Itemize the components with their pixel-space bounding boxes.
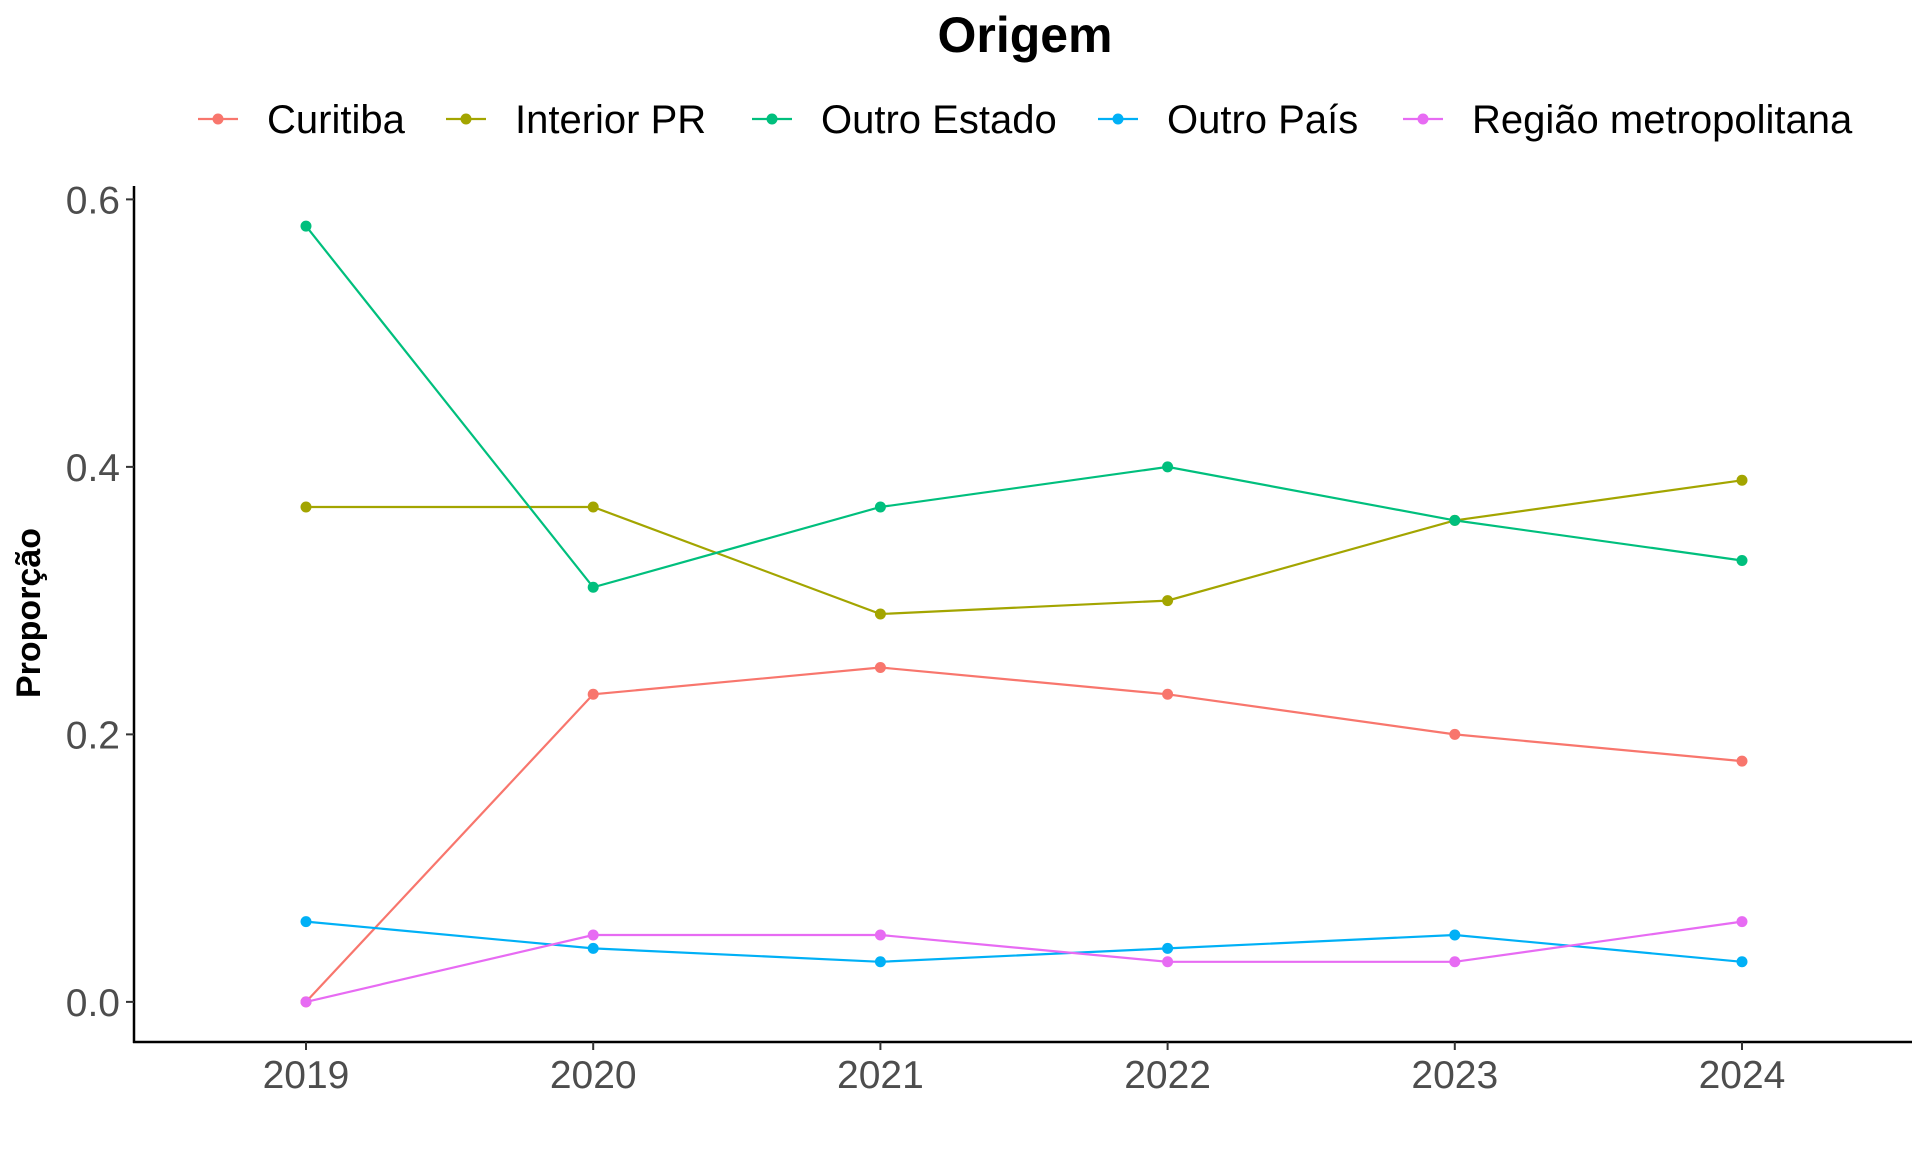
data-point-outro-estado xyxy=(1162,461,1174,473)
data-point-outro-estado xyxy=(874,501,886,513)
y-axis-title: Proporção xyxy=(10,528,48,698)
y-tick-label: 0.4 xyxy=(66,447,120,490)
data-point-outro-pais xyxy=(874,956,886,968)
x-ticks: 2019 2020 2021 2022 2023 2024 xyxy=(263,1042,1786,1097)
legend-label-regiao-metropolitana: Região metropolitana xyxy=(1472,98,1853,142)
legend-label-interior-pr: Interior PR xyxy=(515,98,706,142)
x-tick-label: 2021 xyxy=(837,1054,924,1097)
data-point-curitiba xyxy=(587,688,599,700)
data-point-interior-pr xyxy=(1162,595,1174,607)
data-point-curitiba xyxy=(874,662,886,673)
y-ticks: 0.0 0.2 0.4 0.6 xyxy=(66,179,134,1025)
data-point-interior-pr xyxy=(1736,474,1748,486)
x-tick-label: 2020 xyxy=(550,1054,637,1097)
legend-label-outro-estado: Outro Estado xyxy=(821,98,1057,142)
data-point-regiao-metropolitana xyxy=(1449,956,1461,968)
series-line-outro-pais xyxy=(305,920,1743,963)
legend-key-point-regiao-metropolitana xyxy=(1417,113,1429,125)
data-point-curitiba xyxy=(1162,688,1174,700)
series-lines xyxy=(305,225,1743,1003)
legend-title: Origem xyxy=(937,7,1112,63)
y-tick-label: 0.6 xyxy=(66,179,120,222)
data-point-curitiba xyxy=(1449,728,1461,740)
data-point-outro-estado xyxy=(587,581,599,593)
legend-key-point-outro-estado xyxy=(766,113,778,125)
data-point-regiao-metropolitana xyxy=(300,996,312,1008)
legend-label-outro-pais: Outro País xyxy=(1167,98,1358,142)
data-point-outro-estado xyxy=(300,220,312,232)
legend: Curitiba Interior PR Outro Estado Outro Paí… xyxy=(198,98,1853,142)
data-point-outro-pais xyxy=(300,916,312,928)
x-tick-label: 2024 xyxy=(1699,1054,1786,1097)
data-point-outro-pais xyxy=(1736,956,1748,968)
data-point-curitiba xyxy=(1736,755,1748,767)
legend-label-curitiba: Curitiba xyxy=(267,98,406,142)
series-line-interior-pr xyxy=(306,479,1743,616)
legend-key-point-curitiba xyxy=(212,113,224,125)
x-tick-label: 2023 xyxy=(1411,1054,1498,1097)
series-line-curitiba xyxy=(305,666,1743,1003)
data-point-interior-pr xyxy=(874,608,886,620)
data-point-outro-pais xyxy=(1162,942,1174,954)
x-tick-label: 2022 xyxy=(1124,1054,1211,1097)
legend-key-point-outro-pais xyxy=(1112,113,1124,125)
legend-key-point-interior-pr xyxy=(460,113,472,125)
data-point-outro-estado xyxy=(1736,555,1748,566)
axes xyxy=(132,186,1912,1044)
series-line-outro-estado xyxy=(305,225,1743,589)
data-point-interior-pr xyxy=(300,501,312,513)
series-line-regiao-metropolitana xyxy=(305,920,1743,1003)
y-tick-label: 0.2 xyxy=(66,714,120,757)
data-point-regiao-metropolitana xyxy=(587,929,599,941)
data-point-regiao-metropolitana xyxy=(874,929,886,941)
series-points xyxy=(300,220,1748,1008)
data-point-interior-pr xyxy=(587,501,599,513)
y-tick-label: 0.0 xyxy=(66,982,120,1025)
data-point-regiao-metropolitana xyxy=(1162,956,1174,968)
data-point-outro-estado xyxy=(1449,514,1461,526)
data-point-regiao-metropolitana xyxy=(1736,916,1748,928)
data-point-outro-pais xyxy=(1449,929,1461,941)
x-tick-label: 2019 xyxy=(263,1054,350,1097)
data-point-outro-pais xyxy=(587,942,599,954)
